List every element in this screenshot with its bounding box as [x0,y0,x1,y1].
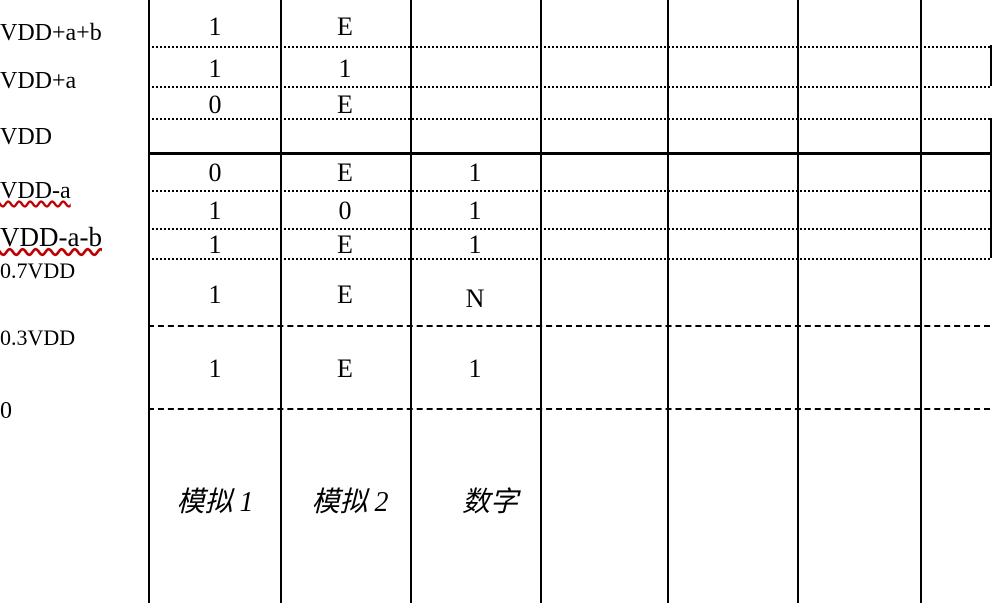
cell-r1-c1: 1 [290,54,400,84]
col-label-1: 模拟 2 [290,480,410,520]
hsolid-vdd [148,152,990,155]
vline-2 [410,0,412,603]
cell-r5-c1: E [290,230,400,260]
hdot-0 [148,46,990,48]
row-label-7: 0 [0,398,12,425]
row-label-3: VDD-a [0,178,71,205]
cell-r4-c2: 1 [420,196,530,226]
row-label-2: VDD [0,124,52,151]
row-label-6: 0.3VDD [0,325,75,351]
hdash-0 [148,325,990,327]
vshort-1 [990,118,992,258]
cell-r5-c0: 1 [160,230,270,260]
cell-r6-c1: E [290,280,400,310]
cell-r7-c1: E [290,354,400,384]
cell-r0-c0: 1 [160,12,270,42]
vline-0 [148,0,150,603]
vline-5 [797,0,799,603]
hdot-5 [148,258,990,260]
cell-r6-c0: 1 [160,280,270,310]
row-label-0: VDD+a+b [0,20,102,47]
cell-r1-c0: 1 [160,54,270,84]
vline-4 [667,0,669,603]
cell-r0-c1: E [290,12,400,42]
cell-r3-c2: 1 [420,158,530,188]
col-label-2: 数字 [430,480,550,520]
hdot-3 [148,190,990,192]
voltage-level-diagram: VDD+a+b VDD+a VDD VDD-a VDD-a-b 0.7VDD 0… [0,0,1000,603]
cell-r7-c2: 1 [420,354,530,384]
vshort-0 [990,45,992,86]
cell-r2-c1: E [290,90,400,120]
vline-1 [280,0,282,603]
cell-r6-c2: N [420,284,530,314]
cell-r2-c0: 0 [160,90,270,120]
hdot-1 [148,86,990,88]
row-label-4: VDD-a-b [0,222,102,253]
cell-r3-c0: 0 [160,158,270,188]
cell-r4-c0: 1 [160,196,270,226]
cell-r3-c1: E [290,158,400,188]
row-label-5: 0.7VDD [0,258,75,284]
cell-r5-c2: 1 [420,230,530,260]
hdot-4 [148,228,990,230]
row-label-1: VDD+a [0,68,76,95]
col-label-0: 模拟 1 [155,480,275,520]
cell-r4-c1: 0 [290,196,400,226]
hdash-1 [148,408,990,410]
hdot-2 [148,118,990,120]
cell-r7-c0: 1 [160,354,270,384]
vline-6 [920,0,922,603]
